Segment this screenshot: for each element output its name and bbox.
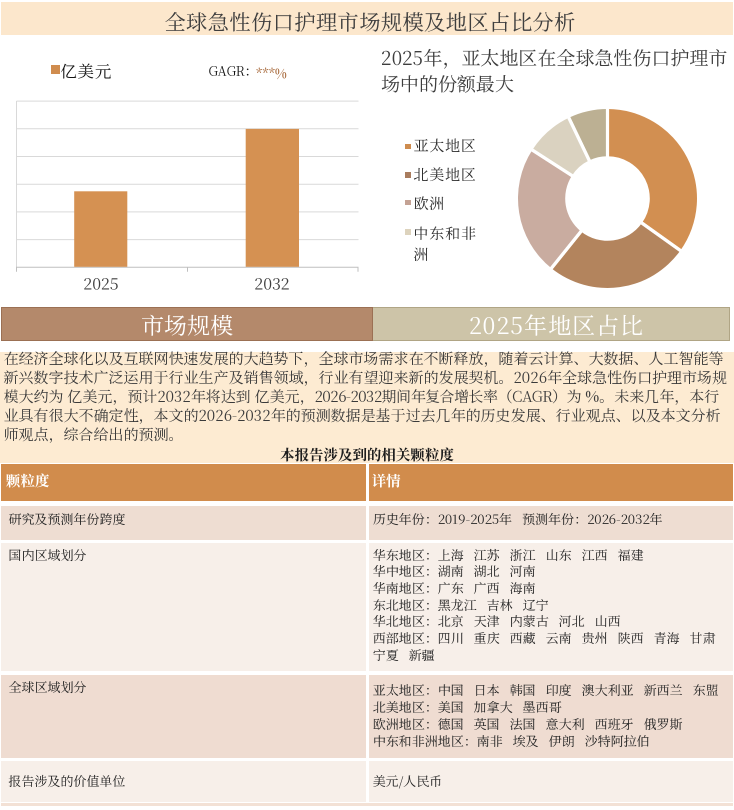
svg-text:***%: ***% [256, 64, 287, 84]
svg-text:GAGR: GAGR [208, 60, 245, 80]
svg-text:亿美元: 亿美元 [60, 59, 112, 83]
svg-text:2025: 2025 [83, 272, 118, 295]
svg-text:2032: 2032 [254, 272, 289, 295]
svg-text:：: ： [245, 60, 259, 80]
